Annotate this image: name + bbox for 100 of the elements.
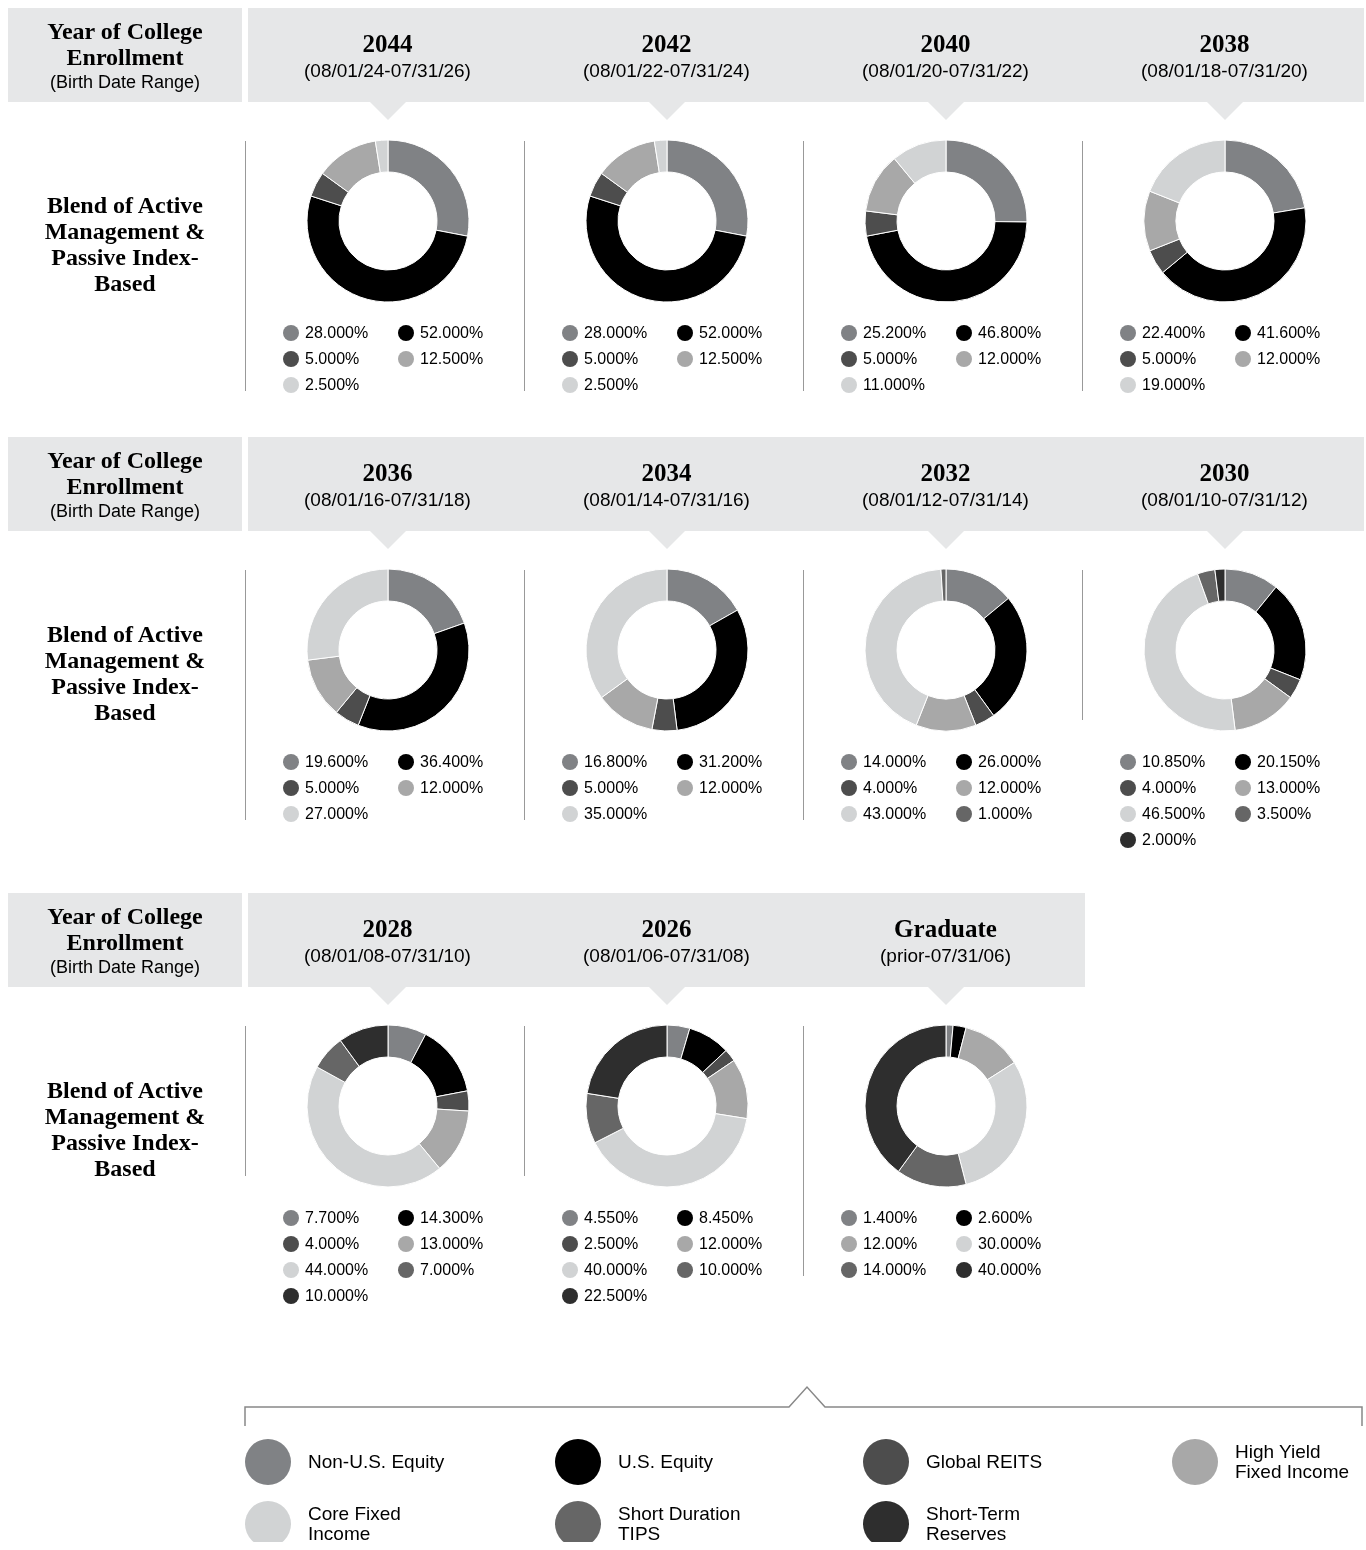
legend-label: 1.000% (978, 805, 1033, 823)
legend-label: 13.000% (1257, 779, 1321, 797)
legend-label: 12.000% (1257, 350, 1321, 368)
category-label: Short-Term Reserves (926, 1503, 1021, 1544)
legend-label: 35.000% (584, 805, 648, 823)
legend-label: 3.500% (1257, 805, 1312, 823)
legend-label: 28.000% (584, 324, 648, 342)
chart-title: 2042 (640, 30, 693, 58)
chart-subtitle: (08/01/24-07/31/26) (303, 60, 472, 82)
legend-label: 19.600% (305, 753, 369, 771)
chart-subtitle: (08/01/20-07/31/22) (861, 60, 1030, 82)
legend-label: 13.000% (420, 1235, 484, 1253)
chart-title: 2034 (640, 459, 693, 487)
legend-label: 28.000% (305, 324, 369, 342)
text: Year of College Enrollment (46, 17, 204, 70)
legend-label: 10.850% (1142, 753, 1206, 771)
chart-title: 2032 (919, 459, 972, 487)
legend-label: 2.000% (1142, 831, 1197, 849)
legend-label: 14.000% (863, 753, 927, 771)
legend-label: 19.000% (1142, 376, 1206, 394)
legend-label: 5.000% (584, 350, 639, 368)
chart-subtitle: (08/01/22-07/31/24) (582, 60, 751, 82)
chart-subtitle: (08/01/12-07/31/14) (861, 489, 1030, 511)
legend-label: 12.000% (978, 779, 1042, 797)
chart-subtitle: (08/01/18-07/31/20) (1140, 60, 1309, 82)
text: (Birth Date Range) (48, 71, 202, 93)
category-label: Non-U.S. Equity (308, 1451, 446, 1472)
legend-label: 30.000% (978, 1235, 1042, 1253)
legend-label: 12.000% (420, 779, 484, 797)
legend-label: 46.800% (978, 324, 1042, 342)
legend-label: 12.00% (863, 1235, 918, 1253)
chart-title: Graduate (893, 915, 998, 943)
legend-label: 36.400% (420, 753, 484, 771)
chart-subtitle: (08/01/14-07/31/16) (582, 489, 751, 511)
text: Blend of Active Management & Passive Index-Based (43, 621, 207, 725)
chart-subtitle: (08/01/10-07/31/12) (1140, 489, 1309, 511)
text: Blend of Active Management & Passive Index-Based (43, 1077, 207, 1181)
legend-label: 22.500% (584, 1287, 648, 1305)
category-label: High Yield Fixed Income (1235, 1441, 1351, 1482)
chart-title: 2028 (361, 915, 414, 943)
legend-label: 5.000% (1142, 350, 1197, 368)
legend-label: 46.500% (1142, 805, 1206, 823)
legend-label: 52.000% (699, 324, 763, 342)
chart-title: 2040 (919, 30, 972, 58)
chart-subtitle: (08/01/06-07/31/08) (582, 945, 751, 967)
legend-label: 7.000% (420, 1261, 475, 1279)
text: Year of College Enrollment (46, 902, 204, 955)
category-label: Short Duration TIPS (618, 1503, 742, 1544)
legend-label: 12.500% (420, 350, 484, 368)
legend-label: 5.000% (305, 350, 360, 368)
chart-title: 2026 (640, 915, 693, 943)
legend-label: 2.500% (584, 1235, 639, 1253)
legend-label: 26.000% (978, 753, 1042, 771)
chart-title: 2030 (1198, 459, 1251, 487)
chart-title: 2036 (361, 459, 414, 487)
legend-label: 12.000% (699, 1235, 763, 1253)
legend-label: 2.600% (978, 1209, 1033, 1227)
legend-label: 44.000% (305, 1261, 369, 1279)
legend-label: 52.000% (420, 324, 484, 342)
legend-label: 43.000% (863, 805, 927, 823)
legend-label: 12.000% (699, 779, 763, 797)
legend-label: 4.000% (863, 779, 918, 797)
chart-title: 2044 (361, 30, 414, 58)
text: Year of College Enrollment (46, 446, 204, 499)
legend-label: 4.550% (584, 1209, 639, 1227)
legend-label: 12.500% (699, 350, 763, 368)
text: (Birth Date Range) (48, 956, 202, 978)
legend-label: 8.450% (699, 1209, 754, 1227)
category-label: Global REITS (926, 1451, 1044, 1472)
legend-label: 4.000% (305, 1235, 360, 1253)
legend-label: 22.400% (1142, 324, 1206, 342)
legend-label: 2.500% (584, 376, 639, 394)
legend-label: 20.150% (1257, 753, 1321, 771)
legend-label: 31.200% (699, 753, 763, 771)
legend-label: 5.000% (305, 779, 360, 797)
legend-label: 10.000% (699, 1261, 763, 1279)
legend-label: 14.000% (863, 1261, 927, 1279)
chart-subtitle: (08/01/16-07/31/18) (303, 489, 472, 511)
legend-label: 16.800% (584, 753, 648, 771)
legend-label: 2.500% (305, 376, 360, 394)
chart-title: 2038 (1198, 30, 1251, 58)
legend-label: 40.000% (978, 1261, 1042, 1279)
legend-label: 5.000% (863, 350, 918, 368)
legend-label: 10.000% (305, 1287, 369, 1305)
legend-label: 11.000% (863, 376, 925, 394)
legend-label: 7.700% (305, 1209, 360, 1227)
category-label: Core Fixed Income (308, 1503, 402, 1544)
legend-label: 27.000% (305, 805, 369, 823)
legend-label: 25.200% (863, 324, 927, 342)
legend-label: 5.000% (584, 779, 639, 797)
legend-label: 14.300% (420, 1209, 484, 1227)
text: Blend of Active Management & Passive Index-Based (43, 192, 207, 296)
chart-subtitle: (08/01/08-07/31/10) (303, 945, 472, 967)
legend-label: 40.000% (584, 1261, 648, 1279)
chart-subtitle: (prior-07/31/06) (879, 945, 1012, 967)
category-label: U.S. Equity (618, 1451, 715, 1472)
legend-label: 41.600% (1257, 324, 1321, 342)
legend-label: 4.000% (1142, 779, 1197, 797)
legend-label: 12.000% (978, 350, 1042, 368)
text: (Birth Date Range) (48, 500, 202, 522)
